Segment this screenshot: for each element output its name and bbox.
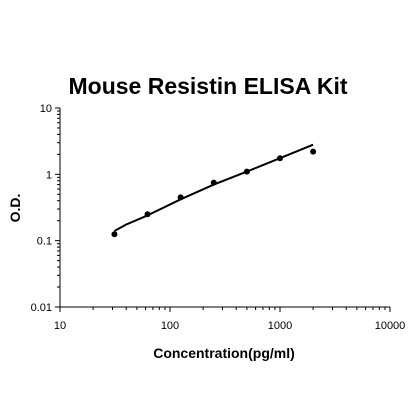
y-tick-label: 0.1 (37, 236, 52, 248)
data-point (310, 148, 317, 155)
y-axis-label: O.D. (7, 194, 23, 223)
x-axis-label: Concentration(pg/ml) (153, 345, 295, 361)
y-tick-label: 0.01 (31, 302, 52, 314)
y-tick-label: 10 (40, 103, 52, 115)
y-tick-label: 1 (46, 169, 52, 181)
data-point (210, 179, 217, 186)
data-points (111, 148, 317, 238)
tick-labels: 0.01 0.1 1 10 10 100 1000 10000 (31, 103, 406, 332)
x-tick-label: 10000 (375, 320, 406, 332)
data-point (177, 194, 184, 201)
data-point (243, 168, 250, 175)
chart-title: Mouse Resistin ELISA Kit (68, 73, 347, 99)
x-tick-label: 10 (54, 320, 66, 332)
chart-axes (55, 107, 391, 312)
fit-curve (113, 143, 314, 232)
x-tick-label: 1000 (268, 320, 292, 332)
data-point (111, 231, 118, 238)
data-point (144, 211, 151, 218)
fit-curve-line (113, 143, 314, 232)
x-tick-label: 100 (161, 320, 179, 332)
data-point (277, 155, 283, 162)
